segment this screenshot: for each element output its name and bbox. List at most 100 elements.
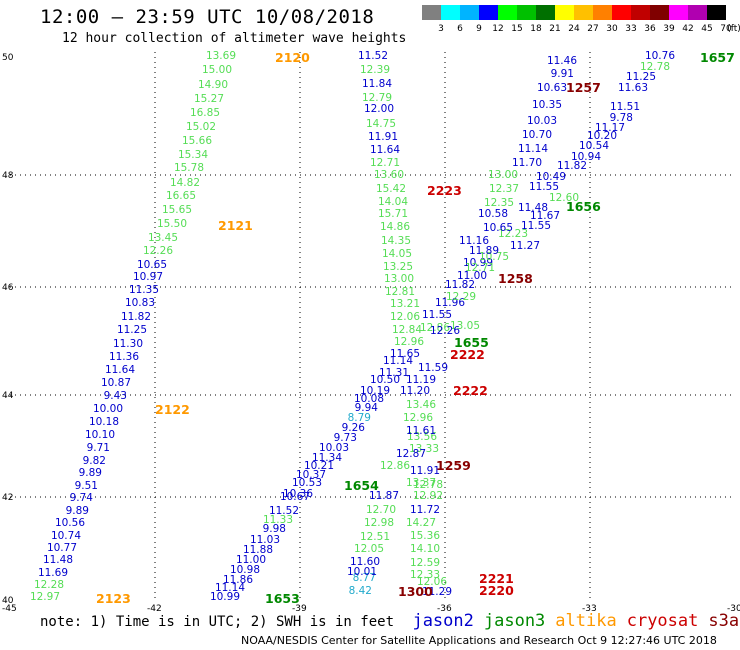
wave-height-value: 11.91 bbox=[368, 131, 398, 143]
wave-height-value: 12.37 bbox=[489, 183, 519, 195]
wave-height-value: 15.42 bbox=[376, 183, 406, 195]
color-scale-swatch bbox=[650, 5, 669, 20]
wave-height-value: 9.74 bbox=[70, 492, 94, 504]
wave-height-value: 9.26 bbox=[342, 422, 366, 434]
track-time-label: 1656 bbox=[566, 199, 601, 214]
longitude-label: -42 bbox=[147, 604, 162, 614]
track-time-label: 2123 bbox=[96, 591, 131, 606]
wave-height-value: 12.92 bbox=[413, 490, 443, 502]
wave-height-value: 11.48 bbox=[518, 202, 548, 214]
wave-height-value: 10.58 bbox=[478, 208, 508, 220]
wave-height-value: 13.00 bbox=[384, 273, 414, 285]
wave-height-value: 10.03 bbox=[319, 442, 349, 454]
color-scale-swatch bbox=[498, 5, 517, 20]
wave-height-value: 11.55 bbox=[521, 220, 551, 232]
wave-height-value: 13.21 bbox=[390, 298, 420, 310]
latitude-label: 44 bbox=[2, 391, 14, 401]
wave-height-value: 12.86 bbox=[380, 460, 410, 472]
color-scale-swatch bbox=[517, 5, 536, 20]
wave-height-value: 10.08 bbox=[354, 393, 384, 405]
wave-height-value: 10.65 bbox=[483, 222, 513, 234]
track-time-label: 2120 bbox=[275, 50, 310, 65]
wave-height-value: 11.55 bbox=[422, 309, 452, 321]
wave-height-value: 12.79 bbox=[362, 92, 392, 104]
wave-height-value: 13.33 bbox=[409, 443, 439, 455]
wave-height-value: 11.52 bbox=[358, 50, 388, 62]
color-scale-swatch bbox=[460, 5, 479, 20]
wave-height-value: 15.34 bbox=[178, 149, 208, 161]
wave-height-value: 10.50 bbox=[370, 374, 400, 386]
wave-height-value: 10.99 bbox=[210, 591, 240, 603]
color-scale-label: 9 bbox=[476, 24, 482, 34]
chart-subtitle: 12 hour collection of altimeter wave hei… bbox=[62, 31, 407, 46]
wave-height-value: 11.00 bbox=[236, 554, 266, 566]
wave-height-value: 10.18 bbox=[89, 416, 119, 428]
wave-height-value: 10.35 bbox=[532, 99, 562, 111]
wave-height-value: 10.36 bbox=[283, 488, 313, 500]
wave-height-value: 11.52 bbox=[269, 505, 299, 517]
wave-height-value: 10.63 bbox=[537, 82, 567, 94]
color-scale-label: 12 bbox=[492, 24, 504, 34]
wave-height-value: 10.19 bbox=[360, 385, 390, 397]
wave-height-value: 12.35 bbox=[484, 197, 514, 209]
wave-height-value: 11.82 bbox=[445, 279, 475, 291]
wave-height-value: 9.71 bbox=[87, 442, 110, 454]
color-scale-label: 27 bbox=[587, 24, 599, 34]
wave-height-value: 12.97 bbox=[30, 591, 60, 603]
wave-height-value: 14.35 bbox=[381, 235, 411, 247]
wave-height-value: 11.03 bbox=[250, 534, 280, 546]
color-scale-label: 24 bbox=[568, 24, 580, 34]
color-scale-swatch bbox=[669, 5, 688, 20]
track-time-label: 2222 bbox=[453, 383, 488, 398]
wave-height-value: 11.17 bbox=[595, 122, 625, 134]
credit-line: NOAA/NESDIS Center for Satellite Applica… bbox=[241, 634, 717, 647]
track-time-label: 2121 bbox=[218, 218, 253, 233]
lat-lon-grid: 50 48 46 44 42 40-45 -42 -39 -36 -33 -30 bbox=[2, 52, 740, 614]
wave-height-value: 12.96 bbox=[403, 412, 433, 424]
longitude-label: -45 bbox=[2, 604, 17, 614]
wave-height-value: 11.14 bbox=[518, 143, 548, 155]
wave-height-value: 11.86 bbox=[223, 574, 253, 586]
color-scale-swatch bbox=[422, 5, 441, 20]
wave-height-value: 11.87 bbox=[369, 490, 399, 502]
wave-height-value: 10.00 bbox=[93, 403, 123, 415]
color-scale-label: 3 bbox=[438, 24, 444, 34]
wave-height-value: 12.78 bbox=[640, 61, 670, 73]
wave-height-value: 13.56 bbox=[407, 431, 437, 443]
wave-height-value: 10.37 bbox=[296, 469, 326, 481]
wave-height-value: 11.20 bbox=[400, 385, 430, 397]
wave-height-value: 10.65 bbox=[137, 259, 167, 271]
color-scale-label: 39 bbox=[663, 24, 675, 34]
wave-height-value: 11.14 bbox=[215, 582, 245, 594]
legend-jason3: jason3 bbox=[483, 611, 546, 631]
legend-s3a: s3a bbox=[708, 611, 740, 631]
wave-height-value: 10.56 bbox=[55, 517, 85, 529]
wave-height-value: 10.21 bbox=[304, 460, 334, 472]
wave-height-value: 10.01 bbox=[347, 566, 377, 578]
color-scale-swatch bbox=[479, 5, 498, 20]
track-time-label: 1257 bbox=[566, 80, 601, 95]
color-scale-label: 36 bbox=[644, 24, 656, 34]
wave-height-value: 10.54 bbox=[579, 140, 609, 152]
color-scale-label: 30 bbox=[606, 24, 618, 34]
wave-height-value: 15.78 bbox=[174, 162, 204, 174]
wave-height-value: 11.96 bbox=[435, 297, 465, 309]
wave-height-value: 11.82 bbox=[557, 160, 587, 172]
wave-height-value: 10.97 bbox=[133, 271, 163, 283]
track-time-label: 1654 bbox=[344, 478, 379, 493]
wave-height-value: 9.82 bbox=[83, 455, 106, 467]
wave-height-value: 11.60 bbox=[350, 556, 380, 568]
wave-height-value: 10.67 bbox=[280, 491, 310, 503]
wave-height-value: 11.55 bbox=[529, 181, 559, 193]
wave-height-value: 16.65 bbox=[166, 190, 196, 202]
wave-height-points: 13.69 15.00 14.90 15.27 16.85 15.02 15.66 15.34… bbox=[30, 50, 675, 603]
wave-height-value: 12.39 bbox=[360, 64, 390, 76]
color-scale-swatch bbox=[688, 5, 707, 20]
legend-note: note: 1) Time is in UTC; 2) SWH is in fe… bbox=[40, 614, 395, 630]
wave-height-value: 9.73 bbox=[334, 432, 357, 444]
track-time-label: 1258 bbox=[498, 271, 533, 286]
wave-height-value: 10.76 bbox=[645, 50, 675, 62]
wave-height-value: 13.37 bbox=[406, 477, 436, 489]
wave-height-value: 11.29 bbox=[422, 586, 452, 598]
